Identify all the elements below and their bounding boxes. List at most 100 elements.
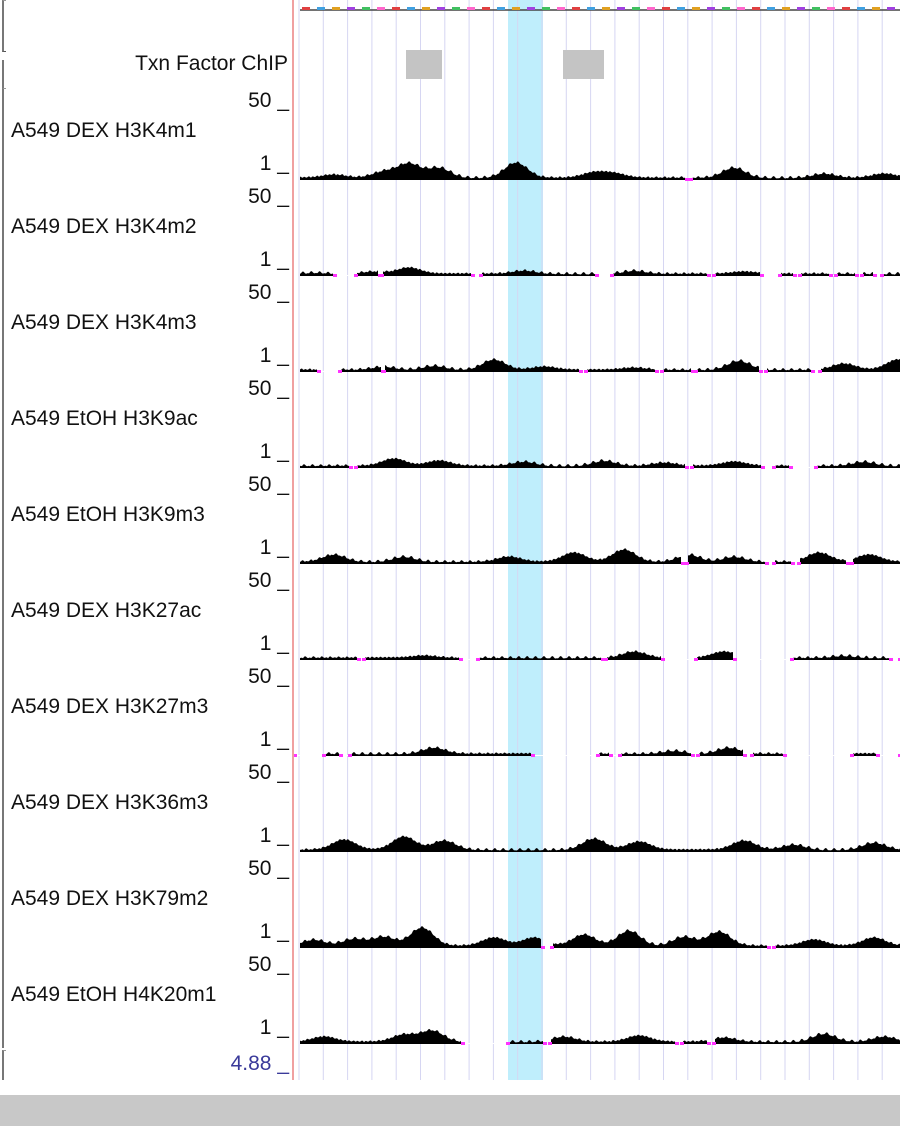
gap-marker [459, 658, 463, 661]
track-label[interactable]: A549 DEX H3K4m3 [11, 311, 197, 334]
signal-segment [692, 166, 900, 180]
track-label[interactable]: A549 DEX H3K27ac [11, 599, 202, 622]
top-track-mark [617, 7, 625, 10]
signal-segment [817, 460, 900, 468]
gap-marker [681, 562, 685, 565]
track-scale-max: 50 _ [248, 569, 289, 592]
track-scale-min: 1 _ [259, 440, 289, 463]
signal-segment [800, 551, 846, 564]
side-button-tracks[interactable] [2, 88, 6, 1048]
gap-marker [531, 754, 535, 757]
gap-marker [685, 562, 689, 565]
track-scale-max: 50 _ [248, 665, 289, 688]
track-label[interactable]: A549 DEX H3K36m3 [11, 791, 209, 814]
gap-marker [601, 658, 605, 661]
side-button-tf[interactable] [2, 60, 6, 88]
signal-segment [683, 1039, 707, 1044]
top-track-mark [857, 7, 865, 10]
gap-marker [541, 946, 545, 949]
gap-marker [798, 274, 802, 277]
track-scale-min: 1 _ [259, 344, 289, 367]
signal-segment [863, 272, 873, 276]
top-track-mark [887, 7, 895, 10]
top-track-mark [797, 7, 805, 10]
gap-marker [655, 370, 659, 373]
gap-marker [348, 754, 352, 757]
gap-marker [691, 370, 695, 373]
gap-marker [362, 658, 366, 661]
signal-segment [482, 269, 595, 276]
gap-marker [661, 658, 665, 661]
signal-segment [621, 749, 691, 756]
label-data-divider [292, 0, 294, 1080]
gap-marker [712, 274, 716, 277]
top-track-mark [827, 7, 835, 10]
top-track-mark [587, 7, 595, 10]
track-scale-min: 1 _ [259, 152, 289, 175]
top-track-mark [782, 7, 790, 10]
gap-marker [765, 562, 769, 565]
gap-marker [889, 658, 893, 661]
gap-marker [772, 562, 776, 565]
track-scale-max: 50 _ [248, 857, 289, 880]
side-button-next[interactable] [2, 1050, 6, 1080]
gap-marker [829, 274, 833, 277]
horizontal-scrollbar[interactable] [0, 1095, 900, 1126]
gap-marker [707, 274, 711, 277]
top-track-mark [842, 7, 850, 10]
gap-marker [357, 658, 361, 661]
top-track-mark [647, 7, 655, 10]
side-button-top[interactable] [2, 0, 6, 52]
gap-marker [797, 562, 801, 565]
top-track-mark [452, 7, 460, 10]
signal-track [300, 358, 900, 373]
gap-marker [880, 274, 884, 277]
track-label[interactable]: A549 EtOH H3K9ac [11, 407, 198, 430]
track-label[interactable]: A549 EtOH H3K9m3 [11, 503, 205, 526]
gap-marker [294, 754, 297, 757]
signal-segment [300, 1028, 461, 1044]
signal-segment [357, 457, 685, 468]
signal-segment [781, 272, 793, 276]
signal-segment [300, 548, 681, 564]
track-data-area[interactable] [294, 0, 900, 1080]
top-track-mark [872, 7, 880, 10]
gap-marker [750, 754, 754, 757]
gap-marker [834, 274, 838, 277]
gap-marker [860, 274, 864, 277]
track-label[interactable]: A549 DEX H3K79m2 [11, 887, 209, 910]
signal-segment [715, 1032, 900, 1044]
gap-marker [707, 1042, 711, 1045]
gap-marker [595, 274, 599, 277]
track-label[interactable]: A549 DEX H3K4m1 [11, 119, 197, 142]
signal-segment [715, 270, 760, 276]
top-track-mark [722, 7, 730, 10]
signal-track [300, 548, 900, 565]
gap-marker [761, 466, 765, 469]
top-track-mark [437, 7, 445, 10]
track-label[interactable]: A549 DEX H3K4m2 [11, 215, 197, 238]
top-track-mark [392, 7, 400, 10]
signal-segment [775, 464, 789, 468]
top-track-mark [737, 7, 745, 10]
track-label[interactable]: A549 EtOH H4K20m1 [11, 983, 217, 1006]
gap-marker [506, 1042, 510, 1045]
track-label[interactable]: A549 DEX H3K27m3 [11, 695, 209, 718]
signal-segment [853, 752, 876, 756]
top-track-mark [422, 7, 430, 10]
gap-marker [618, 754, 622, 757]
gap-marker [760, 274, 764, 277]
signal-segment [599, 752, 609, 756]
signal-segment [341, 365, 381, 372]
track-scale-max: 50 _ [248, 281, 289, 304]
tf-track-label[interactable]: Txn Factor ChIP [135, 52, 288, 75]
gap-marker [675, 1042, 679, 1045]
gap-marker [339, 754, 343, 757]
signal-track [300, 457, 900, 469]
gap-marker [696, 754, 700, 757]
gap-marker [680, 1042, 684, 1045]
tf-chip-blocks [406, 50, 604, 79]
track-scale-min: 1 _ [259, 248, 289, 271]
gap-marker [471, 274, 475, 277]
signal-segment [767, 367, 811, 372]
